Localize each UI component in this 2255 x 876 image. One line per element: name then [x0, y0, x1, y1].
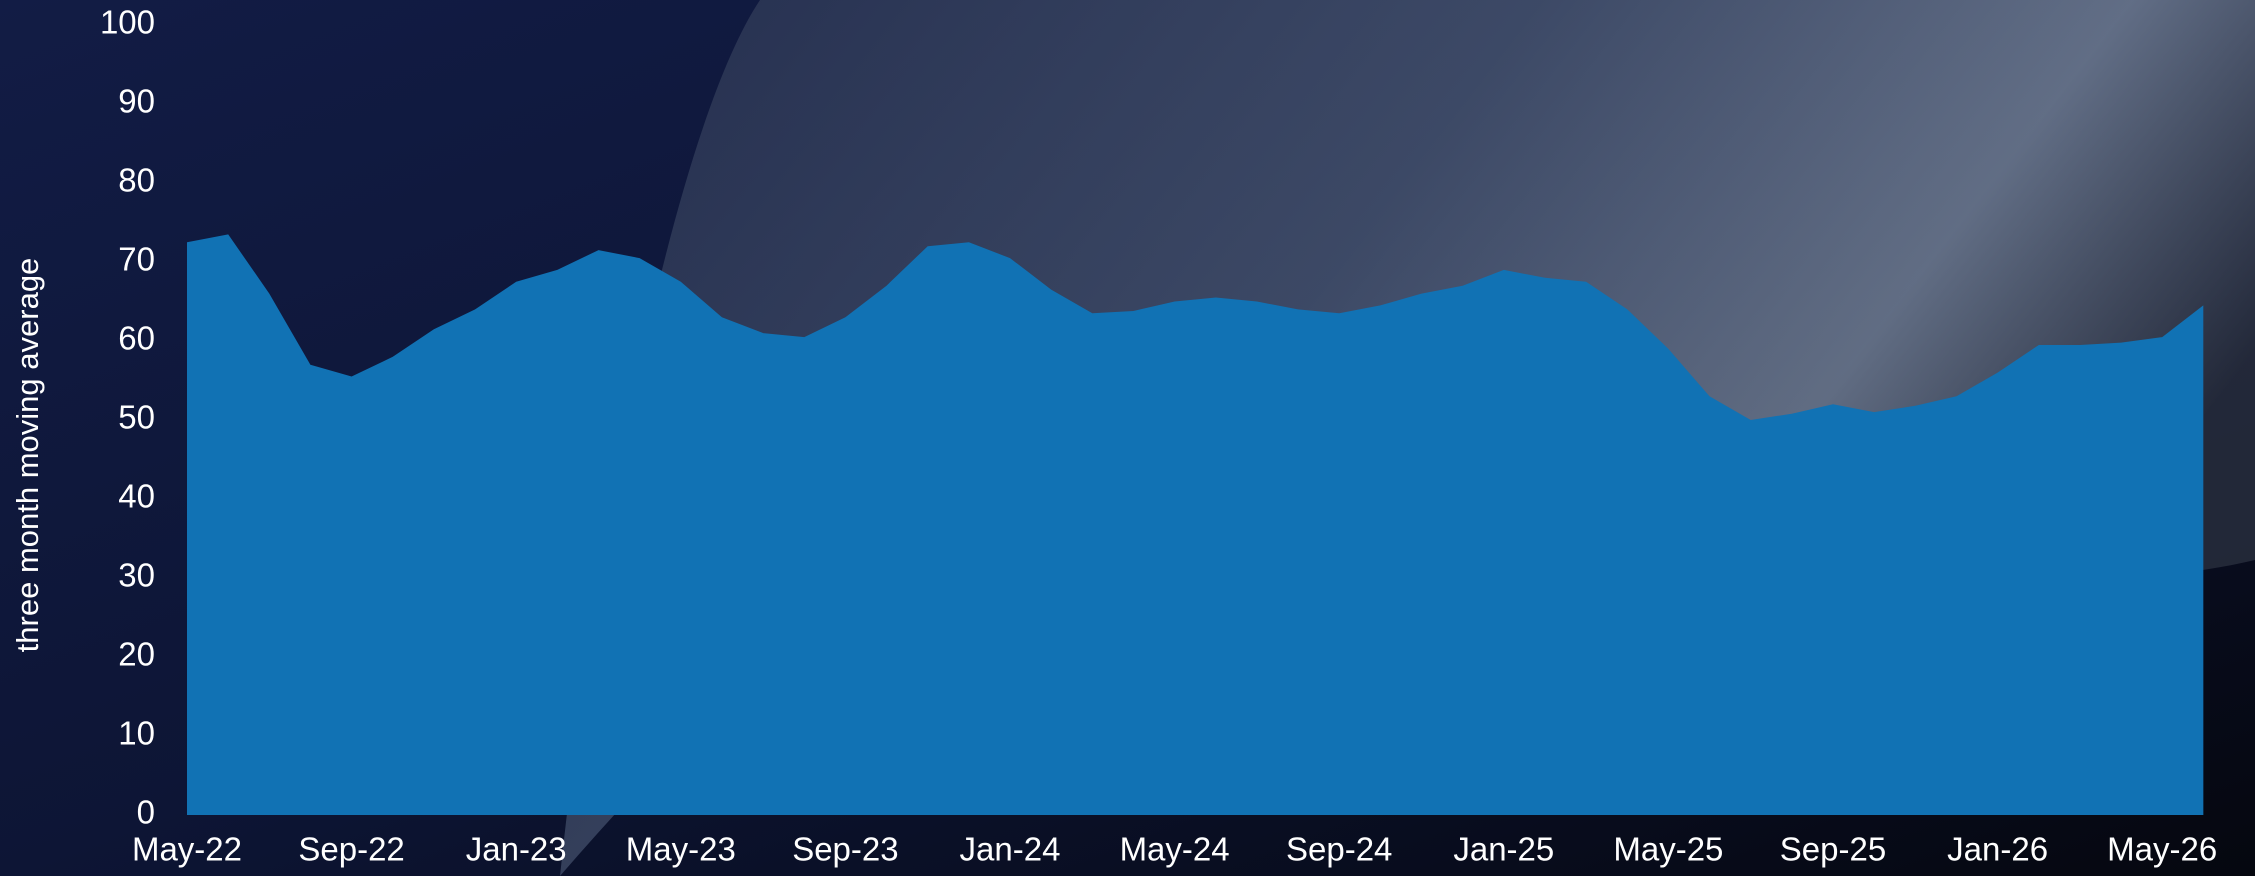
- y-tick-label: 50: [118, 399, 155, 436]
- x-tick-label: Jan-24: [960, 831, 1061, 868]
- y-tick-label: 80: [118, 162, 155, 199]
- x-tick-label: May-22: [132, 831, 242, 868]
- x-tick-label: Sep-22: [298, 831, 404, 868]
- x-tick-label: Jan-25: [1453, 831, 1554, 868]
- x-tick-label: Sep-25: [1780, 831, 1886, 868]
- y-tick-label: 20: [118, 636, 155, 673]
- y-tick-label: 10: [118, 715, 155, 752]
- area: [187, 234, 2204, 815]
- y-axis-label: three month moving average: [10, 258, 45, 653]
- y-tick-label: 0: [137, 794, 155, 831]
- y-tick-label: 100: [100, 4, 155, 41]
- x-tick-label: May-23: [626, 831, 736, 868]
- x-tick-label: May-24: [1120, 831, 1230, 868]
- y-tick-label: 40: [118, 478, 155, 515]
- y-tick-label: 90: [118, 83, 155, 120]
- x-tick-label: Jan-26: [1947, 831, 2048, 868]
- y-tick-label: 30: [118, 557, 155, 594]
- x-tick-label: May-26: [2107, 831, 2217, 868]
- y-tick-label: 60: [118, 320, 155, 357]
- x-tick-label: Sep-24: [1286, 831, 1392, 868]
- x-tick-label: May-25: [1613, 831, 1723, 868]
- y-tick-label: 70: [118, 241, 155, 278]
- background-swoosh: [560, 0, 2255, 876]
- x-tick-label: Sep-23: [792, 831, 898, 868]
- x-tick-label: Jan-23: [466, 831, 567, 868]
